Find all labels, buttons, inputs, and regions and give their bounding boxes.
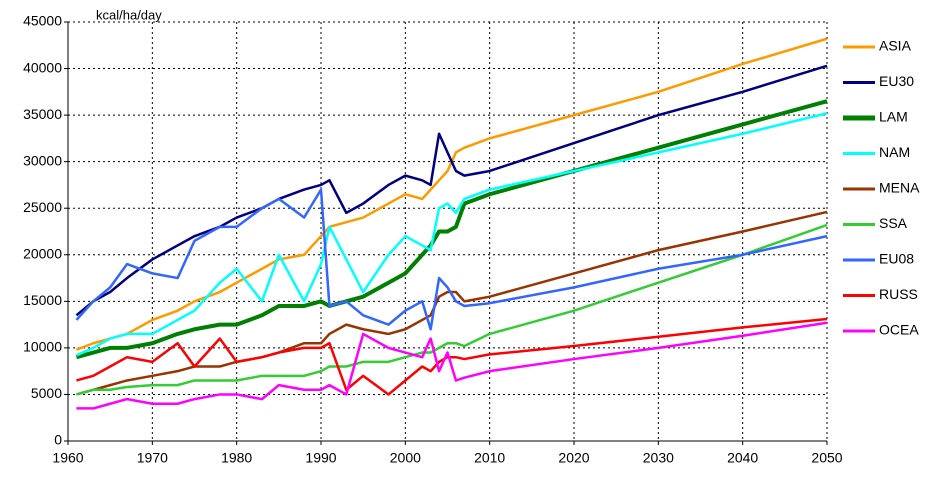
legend-label: NAM <box>879 144 910 160</box>
y-tick-label: 20000 <box>23 245 62 261</box>
series-line <box>75 64 828 317</box>
x-tick-label: 2050 <box>811 450 842 466</box>
series-line <box>76 210 828 396</box>
y-tick-label: 45000 <box>23 13 62 29</box>
x-tick-label: 2000 <box>390 450 421 466</box>
y-tick-label: 5000 <box>31 385 62 401</box>
legend-label: EU30 <box>879 73 914 89</box>
y-tick-label: 25000 <box>23 199 62 215</box>
y-tick-label: 0 <box>54 432 62 448</box>
legend-label: LAM <box>879 109 908 125</box>
x-tick-label: 1990 <box>305 450 336 466</box>
legend-label: OCEA <box>879 322 919 338</box>
series-line <box>76 223 828 396</box>
y-tick-label: 15000 <box>23 292 62 308</box>
x-tick-label: 1970 <box>137 450 168 466</box>
x-tick-label: 2030 <box>643 450 674 466</box>
legend-label: MENA <box>879 180 920 196</box>
y-tick-label: 10000 <box>23 339 62 355</box>
series-line <box>75 37 828 351</box>
legend-label: EU08 <box>879 251 914 267</box>
x-tick-label: 1960 <box>52 450 83 466</box>
y-tick-label: 40000 <box>23 59 62 75</box>
x-tick-label: 2020 <box>558 450 589 466</box>
legend-label: RUSS <box>879 286 918 302</box>
series-line <box>76 321 828 410</box>
series-line <box>75 112 828 357</box>
y-tick-label: 35000 <box>23 106 62 122</box>
x-tick-label: 2040 <box>727 450 758 466</box>
y-tick-label: 30000 <box>23 152 62 168</box>
x-tick-label: 1980 <box>221 450 252 466</box>
legend-label: ASIA <box>879 38 912 54</box>
legend-label: SSA <box>879 215 908 231</box>
series-line <box>75 188 828 331</box>
x-tick-label: 2010 <box>474 450 505 466</box>
y-axis-label: kcal/ha/day <box>96 7 162 22</box>
